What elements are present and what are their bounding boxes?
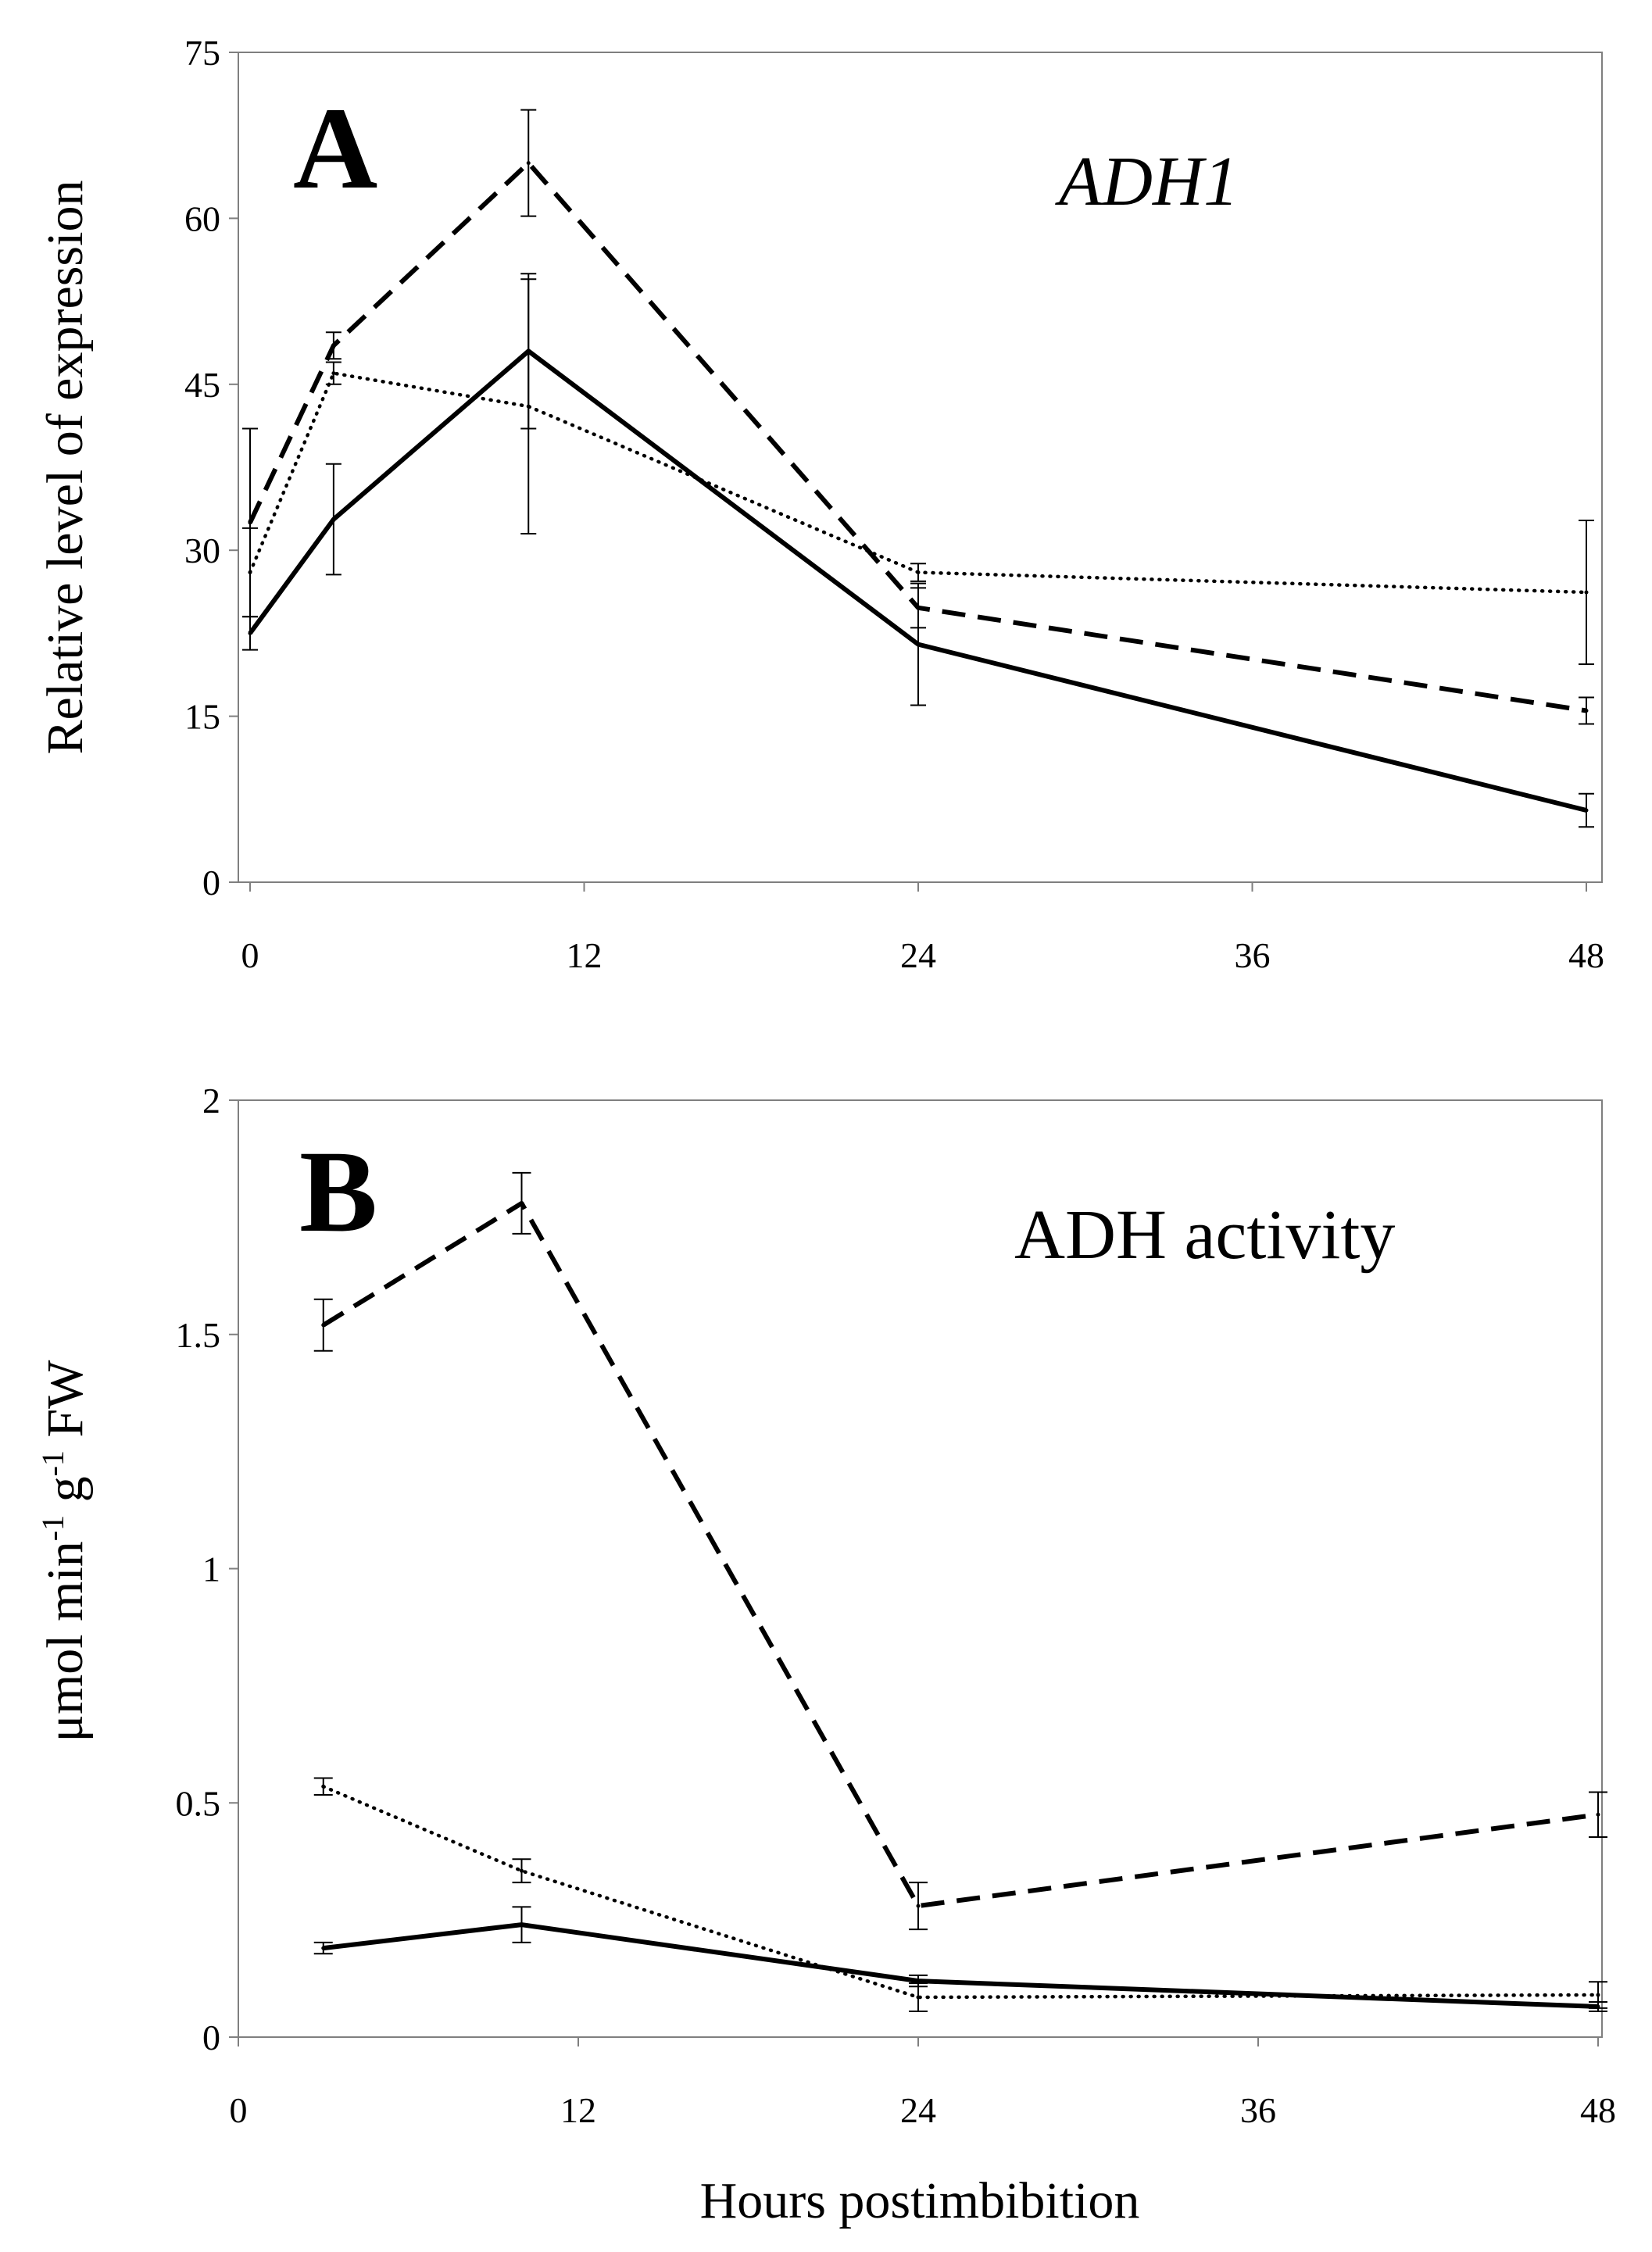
- data-point-solid: [321, 1946, 326, 1950]
- panel-b-title: ADH activity: [1014, 1196, 1395, 1274]
- data-point-dashed: [520, 1201, 524, 1206]
- data-point-dashed: [331, 343, 336, 348]
- x-tick-label: 12: [560, 2090, 596, 2130]
- x-tick-label: 0: [241, 935, 259, 975]
- panel-a-plot-frame: [238, 52, 1603, 883]
- y-tick-label: 15: [184, 697, 220, 737]
- series-line-dotted: [321, 1785, 1600, 2000]
- y-tick-label: 0.5: [176, 1783, 221, 1823]
- data-point-dotted: [526, 404, 531, 409]
- y-tick-label: 1: [202, 1550, 220, 1589]
- panel-a-title: ADH1: [1055, 143, 1239, 220]
- data-point-solid: [331, 517, 336, 522]
- x-tick-label: 36: [1240, 2090, 1276, 2130]
- panel-a-letter: A: [293, 84, 377, 213]
- series-line-solid: [323, 1922, 1599, 2009]
- panel-b-series: [313, 1171, 1607, 2013]
- y-title-exp-2: -1: [35, 1450, 70, 1476]
- y-tick-label: 1.5: [176, 1315, 221, 1355]
- panel-b-letter: B: [299, 1127, 377, 1256]
- data-point-dashed: [1584, 709, 1589, 713]
- panel-a-chart: A ADH1 Relative level of expression 0 12 2…: [37, 33, 1604, 975]
- y-tick-label: 75: [184, 33, 220, 73]
- x-tick-label: 0: [230, 2090, 248, 2130]
- data-point-dotted: [331, 371, 336, 376]
- data-point-dashed: [248, 520, 252, 525]
- data-point-solid: [1584, 808, 1589, 813]
- y-tick-label: 2: [202, 1081, 220, 1121]
- y-title-unit-fw: FW: [37, 1360, 94, 1450]
- data-point-dashed: [321, 1323, 326, 1328]
- x-tick-label: 48: [1580, 2090, 1616, 2130]
- panel-b-axes: 0 12 24 36 48 0 0.5 1 1.5 2: [176, 1081, 1617, 2130]
- data-point-dashed: [526, 161, 531, 166]
- series-line-dashed: [248, 160, 1587, 713]
- x-tick-label: 24: [900, 2090, 936, 2130]
- data-point-solid: [520, 1922, 524, 1927]
- data-point-solid: [248, 631, 252, 635]
- data-point-dotted: [916, 1995, 921, 2000]
- panel-b-chart: B ADH activity μmol min-1 g-1 FW Hours p…: [35, 1081, 1616, 2229]
- x-tick-label: 24: [900, 935, 936, 975]
- panel-a-axes: 0 12 24 36 48 0 15 30 45 60 75: [184, 33, 1604, 975]
- data-point-dashed: [1596, 1812, 1600, 1817]
- panel-a-y-axis-title: Relative level of expression: [37, 181, 94, 755]
- y-tick-label: 0: [202, 863, 220, 903]
- series-line-dashed: [322, 1200, 1599, 1909]
- panel-a-series: [242, 109, 1594, 828]
- panel-b-x-axis-title: Hours postimbibition: [700, 2172, 1140, 2229]
- data-point-dashed: [916, 1903, 921, 1908]
- data-point-dotted: [1584, 590, 1589, 595]
- panel-b-y-axis-title: μmol min-1 g-1 FW: [35, 1360, 94, 1743]
- x-tick-label: 36: [1235, 935, 1271, 975]
- data-point-dotted: [916, 570, 921, 575]
- data-point-solid: [916, 642, 921, 647]
- data-point-dashed: [916, 606, 921, 610]
- data-point-solid: [916, 1979, 921, 1983]
- y-tick-label: 60: [184, 198, 220, 238]
- y-tick-label: 30: [184, 531, 220, 570]
- y-title-unit-umol-min: μmol min: [37, 1541, 94, 1742]
- x-tick-label: 48: [1568, 935, 1604, 975]
- data-point-dotted: [520, 1868, 524, 1873]
- x-tick-label: 12: [567, 935, 603, 975]
- data-point-dotted: [248, 570, 252, 575]
- data-point-dotted: [321, 1784, 326, 1789]
- y-tick-label: 0: [202, 2018, 220, 2057]
- y-title-unit-g: g: [37, 1476, 94, 1515]
- data-point-dotted: [1596, 1993, 1600, 1997]
- y-tick-label: 45: [184, 365, 220, 405]
- y-title-exp-1: -1: [35, 1515, 70, 1541]
